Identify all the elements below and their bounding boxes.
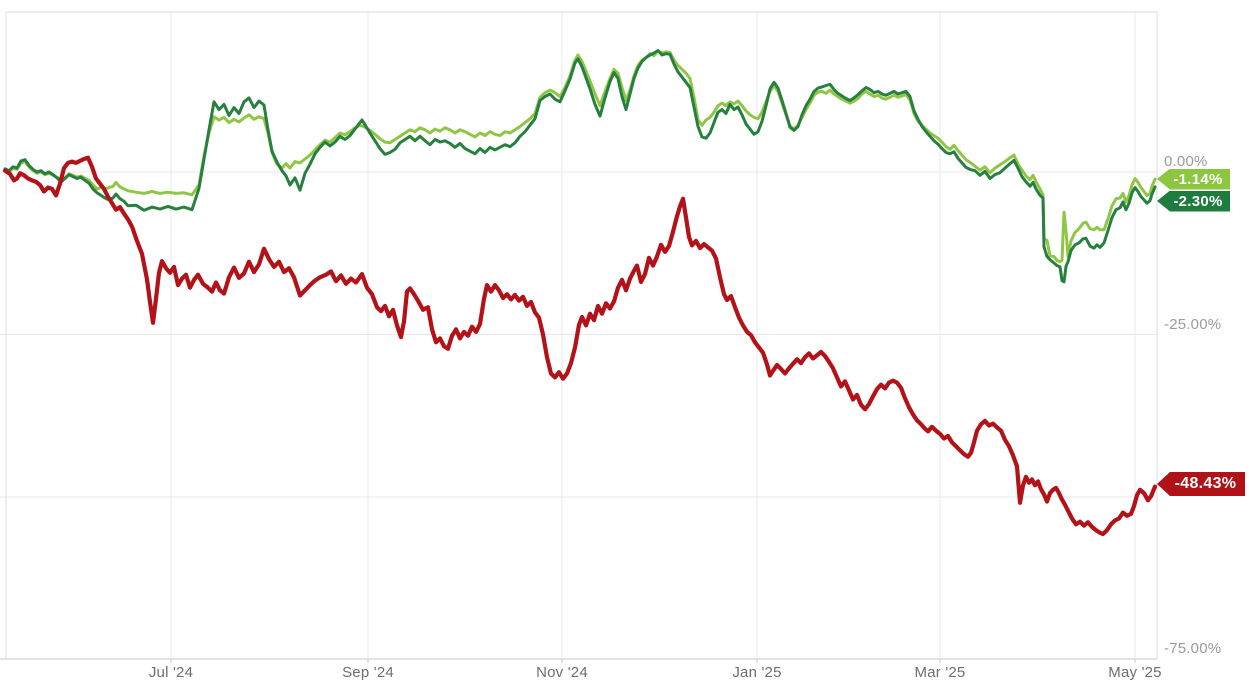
- x-axis-label-may25: May '25: [1108, 664, 1162, 681]
- x-axis-label-jul24: Jul '24: [148, 664, 194, 681]
- light-green-series-line[interactable]: [3, 49, 1157, 264]
- badge-label: -48.43%: [1174, 475, 1237, 492]
- x-axis-label-sep24: Sep '24: [342, 664, 394, 681]
- badge-label: -2.30%: [1173, 192, 1223, 210]
- y-axis-label-minus75: -75.00%: [1164, 640, 1222, 657]
- dark-green-series-line[interactable]: [3, 49, 1157, 284]
- last-value-badge-dark-green[interactable]: -2.30%: [1157, 190, 1230, 212]
- last-value-badge-red[interactable]: -48.43%: [1157, 472, 1245, 496]
- x-axis-label-jan25: Jan '25: [732, 664, 782, 681]
- y-axis-label-minus25: -25.00%: [1164, 315, 1222, 333]
- x-axis-label-mar25: Mar '25: [914, 664, 966, 681]
- red-series-line[interactable]: [2, 155, 1158, 537]
- x-axis-label-nov24: Nov '24: [536, 664, 588, 681]
- last-value-badge-light-green[interactable]: -1.14%: [1157, 168, 1230, 190]
- badge-label: -1.14%: [1173, 170, 1223, 188]
- y-axis-label-0: 0.00%: [1164, 153, 1208, 170]
